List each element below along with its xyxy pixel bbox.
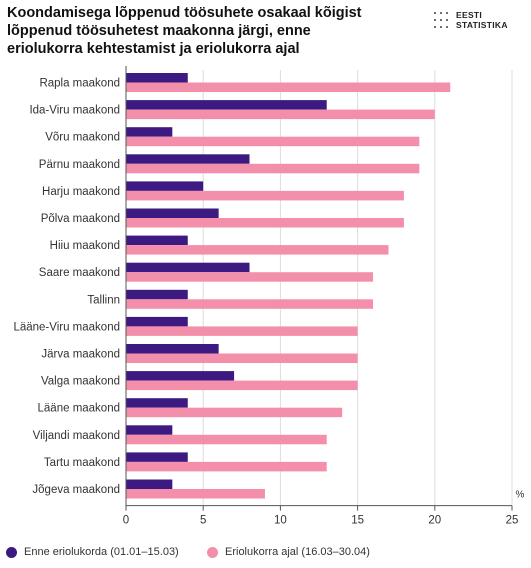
legend-swatch-before — [6, 546, 17, 558]
bar-before — [126, 289, 188, 300]
bar-before — [126, 262, 250, 273]
bar-during — [126, 380, 358, 391]
category-label: Rapla maakond — [39, 78, 120, 90]
bar-before — [126, 398, 188, 408]
bar-before — [126, 73, 188, 83]
bar-during — [126, 407, 343, 418]
bar-during — [126, 461, 327, 472]
x-tick-label: 0 — [123, 515, 129, 527]
bar-during — [126, 218, 404, 228]
x-tick-label: 20 — [428, 515, 441, 527]
bar-before — [126, 425, 173, 435]
bar-during — [126, 489, 265, 499]
bar-before — [126, 154, 250, 164]
category-label: Valga maakond — [41, 376, 120, 388]
category-label: Harju maakond — [42, 186, 120, 198]
bar-before — [126, 371, 235, 381]
category-label: Tartu maakond — [44, 457, 120, 469]
x-tick-label: 5 — [200, 515, 206, 527]
title-line-3: eriolukorra kehtestamist ja eriolukorra … — [7, 41, 300, 57]
legend-swatch-during — [207, 546, 218, 558]
bar-during — [126, 353, 358, 363]
category-label: Pärnu maakond — [39, 159, 120, 171]
title-line-2: lõppenud töösuhetest maakonna järgi, enn… — [7, 23, 311, 39]
legend-label-before: Enne eriolukorda (01.01–15.03) — [24, 546, 179, 558]
category-label: Viljandi maakond — [33, 430, 120, 442]
x-tick-label: 10 — [274, 515, 287, 527]
bar-before — [126, 235, 188, 246]
category-label: Hiiu maakond — [50, 240, 120, 252]
bar-during — [126, 245, 389, 255]
category-label: Võru maakond — [45, 132, 120, 144]
category-label: Lääne-Viru maakond — [13, 321, 120, 333]
category-label: Saare maakond — [39, 267, 120, 279]
bar-before — [126, 100, 327, 110]
bar-during — [126, 136, 420, 147]
statistics-estonia-logo: EESTI STATISTIKA — [433, 10, 525, 34]
category-label: Järva maakond — [41, 349, 120, 361]
x-tick-label: 25 — [506, 515, 519, 527]
bar-during — [126, 326, 358, 336]
legend-item-during: Eriolukorra ajal (16.03–30.04) — [207, 546, 370, 558]
bar-before — [126, 208, 219, 218]
category-label: Tallinn — [87, 294, 120, 306]
category-label: Jõgeva maakond — [32, 484, 120, 496]
legend-label-during: Eriolukorra ajal (16.03–30.04) — [225, 546, 370, 558]
bar-before — [126, 479, 173, 489]
bar-before — [126, 344, 219, 354]
category-label: Põlva maakond — [41, 213, 120, 225]
category-label: Lääne maakond — [38, 403, 120, 415]
bar-before — [126, 181, 204, 191]
bar-during — [126, 434, 327, 445]
bar-during — [126, 109, 435, 120]
bar-during — [126, 163, 420, 174]
logo-text: EESTI STATISTIKA — [456, 10, 508, 30]
bar-before — [126, 316, 188, 327]
x-tick-label: 15 — [351, 515, 364, 527]
category-label: Ida-Viru maakond — [29, 105, 120, 117]
bar-during — [126, 190, 404, 201]
logo-dots-icon — [433, 10, 453, 32]
chart-title: Koondamisega lõppenud töösuhete osakaal … — [7, 4, 427, 58]
bar-during — [126, 272, 374, 282]
x-unit-label: % — [516, 490, 525, 501]
bar-during — [126, 82, 451, 92]
bar-during — [126, 299, 374, 309]
legend-item-before: Enne eriolukorda (01.01–15.03) — [6, 546, 179, 558]
bar-before — [126, 452, 188, 462]
title-line-1: Koondamisega lõppenud töösuhete osakaal … — [7, 5, 362, 21]
bar-before — [126, 127, 173, 137]
